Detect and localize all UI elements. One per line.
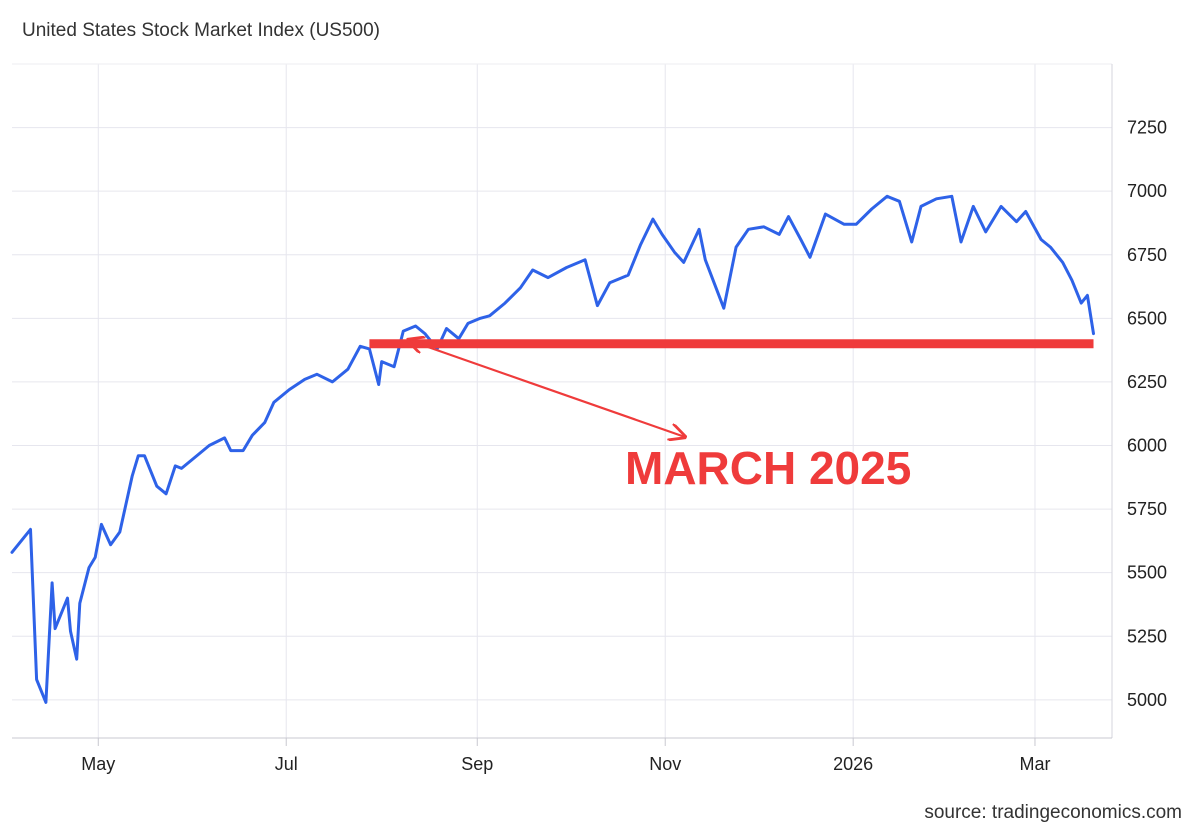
annotation-arrow [408,340,685,437]
x-tick-label: Jul [275,754,298,774]
y-axis: 5000 5250 5500 5750 6000 6250 6500 6750 7000 7250 [1127,118,1167,710]
x-axis: May Jul Sep Nov 2026 Mar [81,738,1050,774]
plot-frame [12,63,1113,739]
series-line [10,194,1095,704]
x-tick-label: May [81,754,115,774]
x-tick-label: Nov [649,754,681,774]
y-tick-label: 5500 [1127,563,1167,583]
y-tick-label: 6250 [1127,372,1167,392]
y-tick-label: 6500 [1127,308,1167,328]
annotation-label: MARCH 2025 [625,442,911,494]
x-tick-label: 2026 [833,754,873,774]
y-tick-label: 5750 [1127,499,1167,519]
y-tick-label: 7000 [1127,181,1167,201]
chart-title: United States Stock Market Index (US500) [22,20,380,41]
x-tick-label: Mar [1019,754,1050,774]
y-tick-label: 6000 [1127,436,1167,456]
y-tick-label: 6750 [1127,245,1167,265]
source-note: source: tradingeconomics.com [924,802,1182,823]
grid [12,64,1112,738]
y-tick-label: 5000 [1127,690,1167,710]
y-tick-label: 7250 [1127,118,1167,138]
x-tick-label: Sep [461,754,493,774]
y-tick-label: 5250 [1127,626,1167,646]
